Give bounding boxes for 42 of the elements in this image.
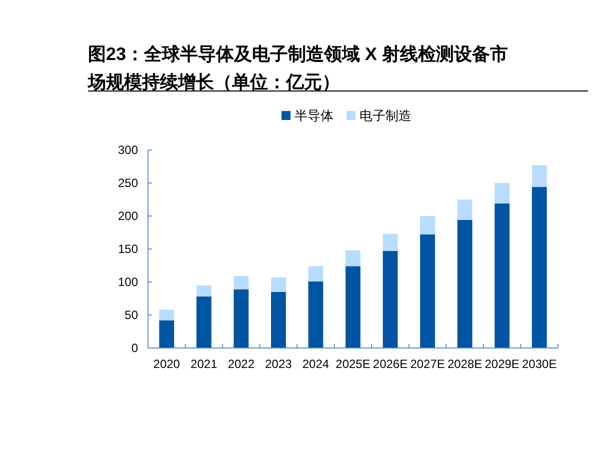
x-tick-label: 2030E: [522, 357, 557, 371]
bar: [346, 266, 360, 348]
y-tick-label: 150: [118, 242, 138, 256]
x-tick-label: 2028E: [447, 357, 482, 371]
bar: [494, 203, 510, 348]
bar: [234, 276, 249, 290]
x-tick-label: 2024: [302, 357, 330, 371]
x-tick-label: 2022: [228, 357, 255, 371]
bar: [532, 186, 547, 348]
bar: [457, 200, 472, 220]
bar: [346, 250, 360, 266]
bar: [308, 266, 324, 282]
y-tick-label: 300: [118, 143, 138, 158]
bar: [382, 250, 398, 348]
legend-label: 半导体: [294, 108, 334, 123]
bar: [159, 320, 174, 348]
y-tick-label: 250: [118, 176, 138, 190]
bar: [234, 289, 249, 348]
bar: [308, 281, 324, 348]
bar: [159, 310, 174, 320]
bar: [420, 216, 435, 234]
bar: [457, 220, 472, 348]
y-tick-label: 50: [124, 308, 138, 322]
bar: [271, 292, 286, 348]
bar: [196, 296, 212, 348]
x-tick-label: 2026E: [372, 357, 408, 371]
x-tick-label: 2027E: [410, 357, 445, 371]
bar: [382, 234, 398, 251]
y-tick-label: 0: [131, 341, 138, 356]
x-tick-label: 2029E: [484, 357, 520, 371]
bar: [532, 165, 547, 187]
bar: [494, 183, 510, 204]
x-tick-label: 2025E: [336, 357, 370, 371]
x-tick-label: 2021: [190, 357, 218, 371]
bar: [420, 234, 435, 348]
y-tick-label: 200: [118, 209, 138, 224]
legend-label: 电子制造: [360, 108, 412, 123]
x-tick-label: 2023: [265, 357, 292, 371]
bar: [196, 285, 212, 297]
bar: [271, 277, 286, 292]
y-tick-label: 100: [118, 275, 138, 290]
x-tick-label: 2020: [153, 357, 180, 371]
